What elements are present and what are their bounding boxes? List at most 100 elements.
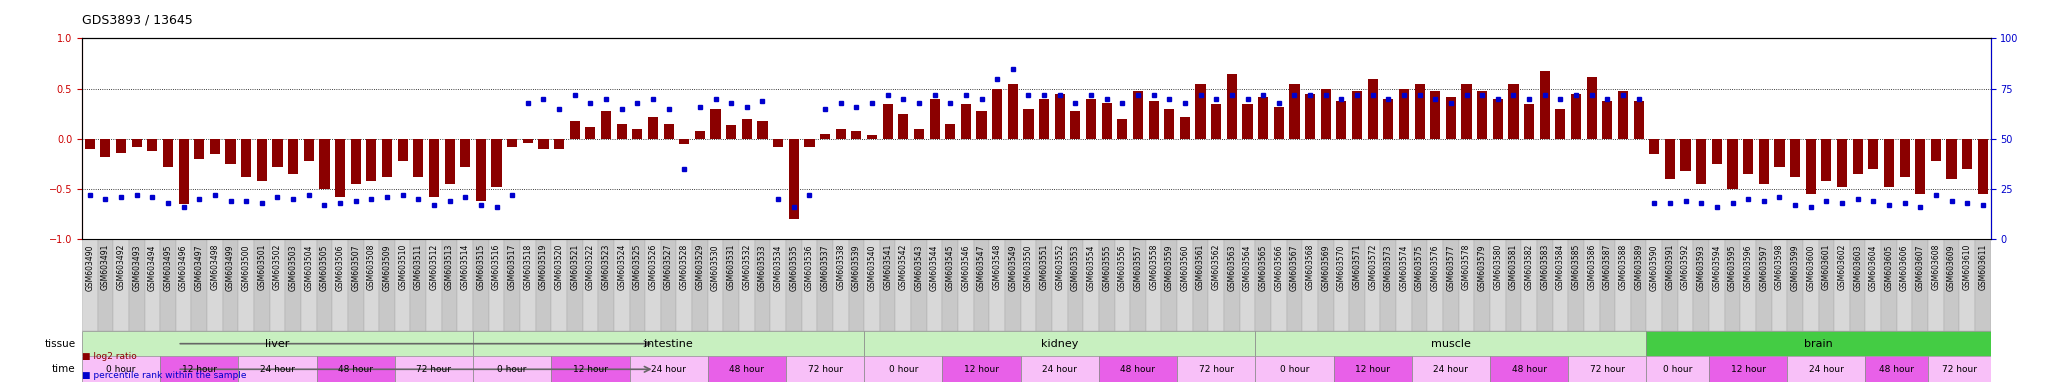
Bar xyxy=(1790,139,1800,177)
Text: GSM603492: GSM603492 xyxy=(117,244,125,290)
Bar xyxy=(442,240,457,331)
Bar xyxy=(1788,356,1866,382)
Text: GSM603595: GSM603595 xyxy=(1729,244,1737,291)
Bar xyxy=(930,99,940,139)
Bar xyxy=(522,139,532,143)
Text: GSM603533: GSM603533 xyxy=(758,244,768,291)
Text: GSM603536: GSM603536 xyxy=(805,244,813,291)
Text: 0 hour: 0 hour xyxy=(1663,365,1692,374)
Text: GSM603567: GSM603567 xyxy=(1290,244,1298,291)
Bar xyxy=(1290,84,1300,139)
Bar xyxy=(1552,240,1569,331)
Bar xyxy=(1665,139,1675,179)
Text: GSM603587: GSM603587 xyxy=(1604,244,1612,290)
Text: GSM603521: GSM603521 xyxy=(569,244,580,290)
Text: GSM603581: GSM603581 xyxy=(1509,244,1518,290)
Bar xyxy=(1180,117,1190,139)
Bar xyxy=(1571,94,1581,139)
Text: brain: brain xyxy=(1804,339,1833,349)
Text: GSM603514: GSM603514 xyxy=(461,244,469,290)
Bar xyxy=(1020,356,1100,382)
Bar xyxy=(662,240,676,331)
Bar xyxy=(332,240,348,331)
Bar xyxy=(117,139,127,153)
Bar xyxy=(676,240,692,331)
Bar xyxy=(113,240,129,331)
Bar xyxy=(1239,240,1255,331)
Text: GSM603527: GSM603527 xyxy=(664,244,674,290)
Bar xyxy=(881,240,895,331)
Text: ■ log2 ratio: ■ log2 ratio xyxy=(82,352,137,361)
Bar xyxy=(84,139,94,149)
Bar xyxy=(1477,91,1487,139)
Bar xyxy=(319,139,330,189)
Text: 12 hour: 12 hour xyxy=(1731,365,1765,374)
Bar xyxy=(176,240,190,331)
Bar xyxy=(285,240,301,331)
Bar xyxy=(1806,139,1817,194)
Bar xyxy=(1802,240,1819,331)
Bar xyxy=(1587,76,1597,139)
Bar xyxy=(1397,240,1411,331)
Bar xyxy=(770,240,786,331)
Text: GSM603584: GSM603584 xyxy=(1556,244,1565,290)
Bar xyxy=(1458,240,1475,331)
Text: GSM603509: GSM603509 xyxy=(383,244,391,291)
Bar xyxy=(1055,94,1065,139)
Bar xyxy=(551,240,567,331)
Text: 24 hour: 24 hour xyxy=(651,365,686,374)
Text: GSM603589: GSM603589 xyxy=(1634,244,1642,290)
Bar xyxy=(1493,99,1503,139)
Bar xyxy=(864,356,942,382)
Text: GSM603572: GSM603572 xyxy=(1368,244,1376,290)
Bar xyxy=(1333,356,1411,382)
Bar xyxy=(1491,240,1505,331)
Text: GSM603547: GSM603547 xyxy=(977,244,985,291)
Bar xyxy=(848,240,864,331)
Bar xyxy=(1257,97,1268,139)
Bar xyxy=(586,127,596,139)
Text: GSM603608: GSM603608 xyxy=(1931,244,1939,290)
Bar xyxy=(1178,356,1255,382)
Bar xyxy=(1163,109,1174,139)
Text: GSM603591: GSM603591 xyxy=(1665,244,1675,290)
Bar xyxy=(913,129,924,139)
Bar xyxy=(1960,240,1974,331)
Bar xyxy=(1133,91,1143,139)
Bar xyxy=(883,104,893,139)
Bar xyxy=(1509,84,1518,139)
Bar xyxy=(709,356,786,382)
Bar xyxy=(582,240,598,331)
Bar xyxy=(758,121,768,139)
Bar xyxy=(928,240,942,331)
Bar xyxy=(1071,111,1081,139)
Text: GSM603560: GSM603560 xyxy=(1180,244,1190,291)
Bar xyxy=(1915,139,1925,194)
Bar xyxy=(100,139,111,157)
Bar xyxy=(270,240,285,331)
Text: tissue: tissue xyxy=(45,339,76,349)
Bar xyxy=(1884,139,1894,187)
Bar xyxy=(348,240,365,331)
Text: GSM603501: GSM603501 xyxy=(258,244,266,290)
Text: GSM603605: GSM603605 xyxy=(1884,244,1894,291)
Bar xyxy=(647,117,657,139)
Text: GSM603558: GSM603558 xyxy=(1149,244,1157,290)
Text: 0 hour: 0 hour xyxy=(106,365,135,374)
Bar xyxy=(1647,331,1991,356)
Text: GSM603531: GSM603531 xyxy=(727,244,735,290)
Bar xyxy=(1663,240,1677,331)
Bar xyxy=(977,111,987,139)
Text: GSM603525: GSM603525 xyxy=(633,244,641,290)
Bar xyxy=(819,134,829,139)
Text: GSM603540: GSM603540 xyxy=(868,244,877,291)
Bar xyxy=(1788,240,1802,331)
Bar xyxy=(1255,356,1333,382)
Text: GSM603574: GSM603574 xyxy=(1399,244,1409,291)
Bar xyxy=(961,104,971,139)
Text: GSM603538: GSM603538 xyxy=(836,244,846,290)
Bar xyxy=(942,240,958,331)
Text: GSM603526: GSM603526 xyxy=(649,244,657,290)
Text: GSM603575: GSM603575 xyxy=(1415,244,1423,291)
Text: GSM603561: GSM603561 xyxy=(1196,244,1204,290)
